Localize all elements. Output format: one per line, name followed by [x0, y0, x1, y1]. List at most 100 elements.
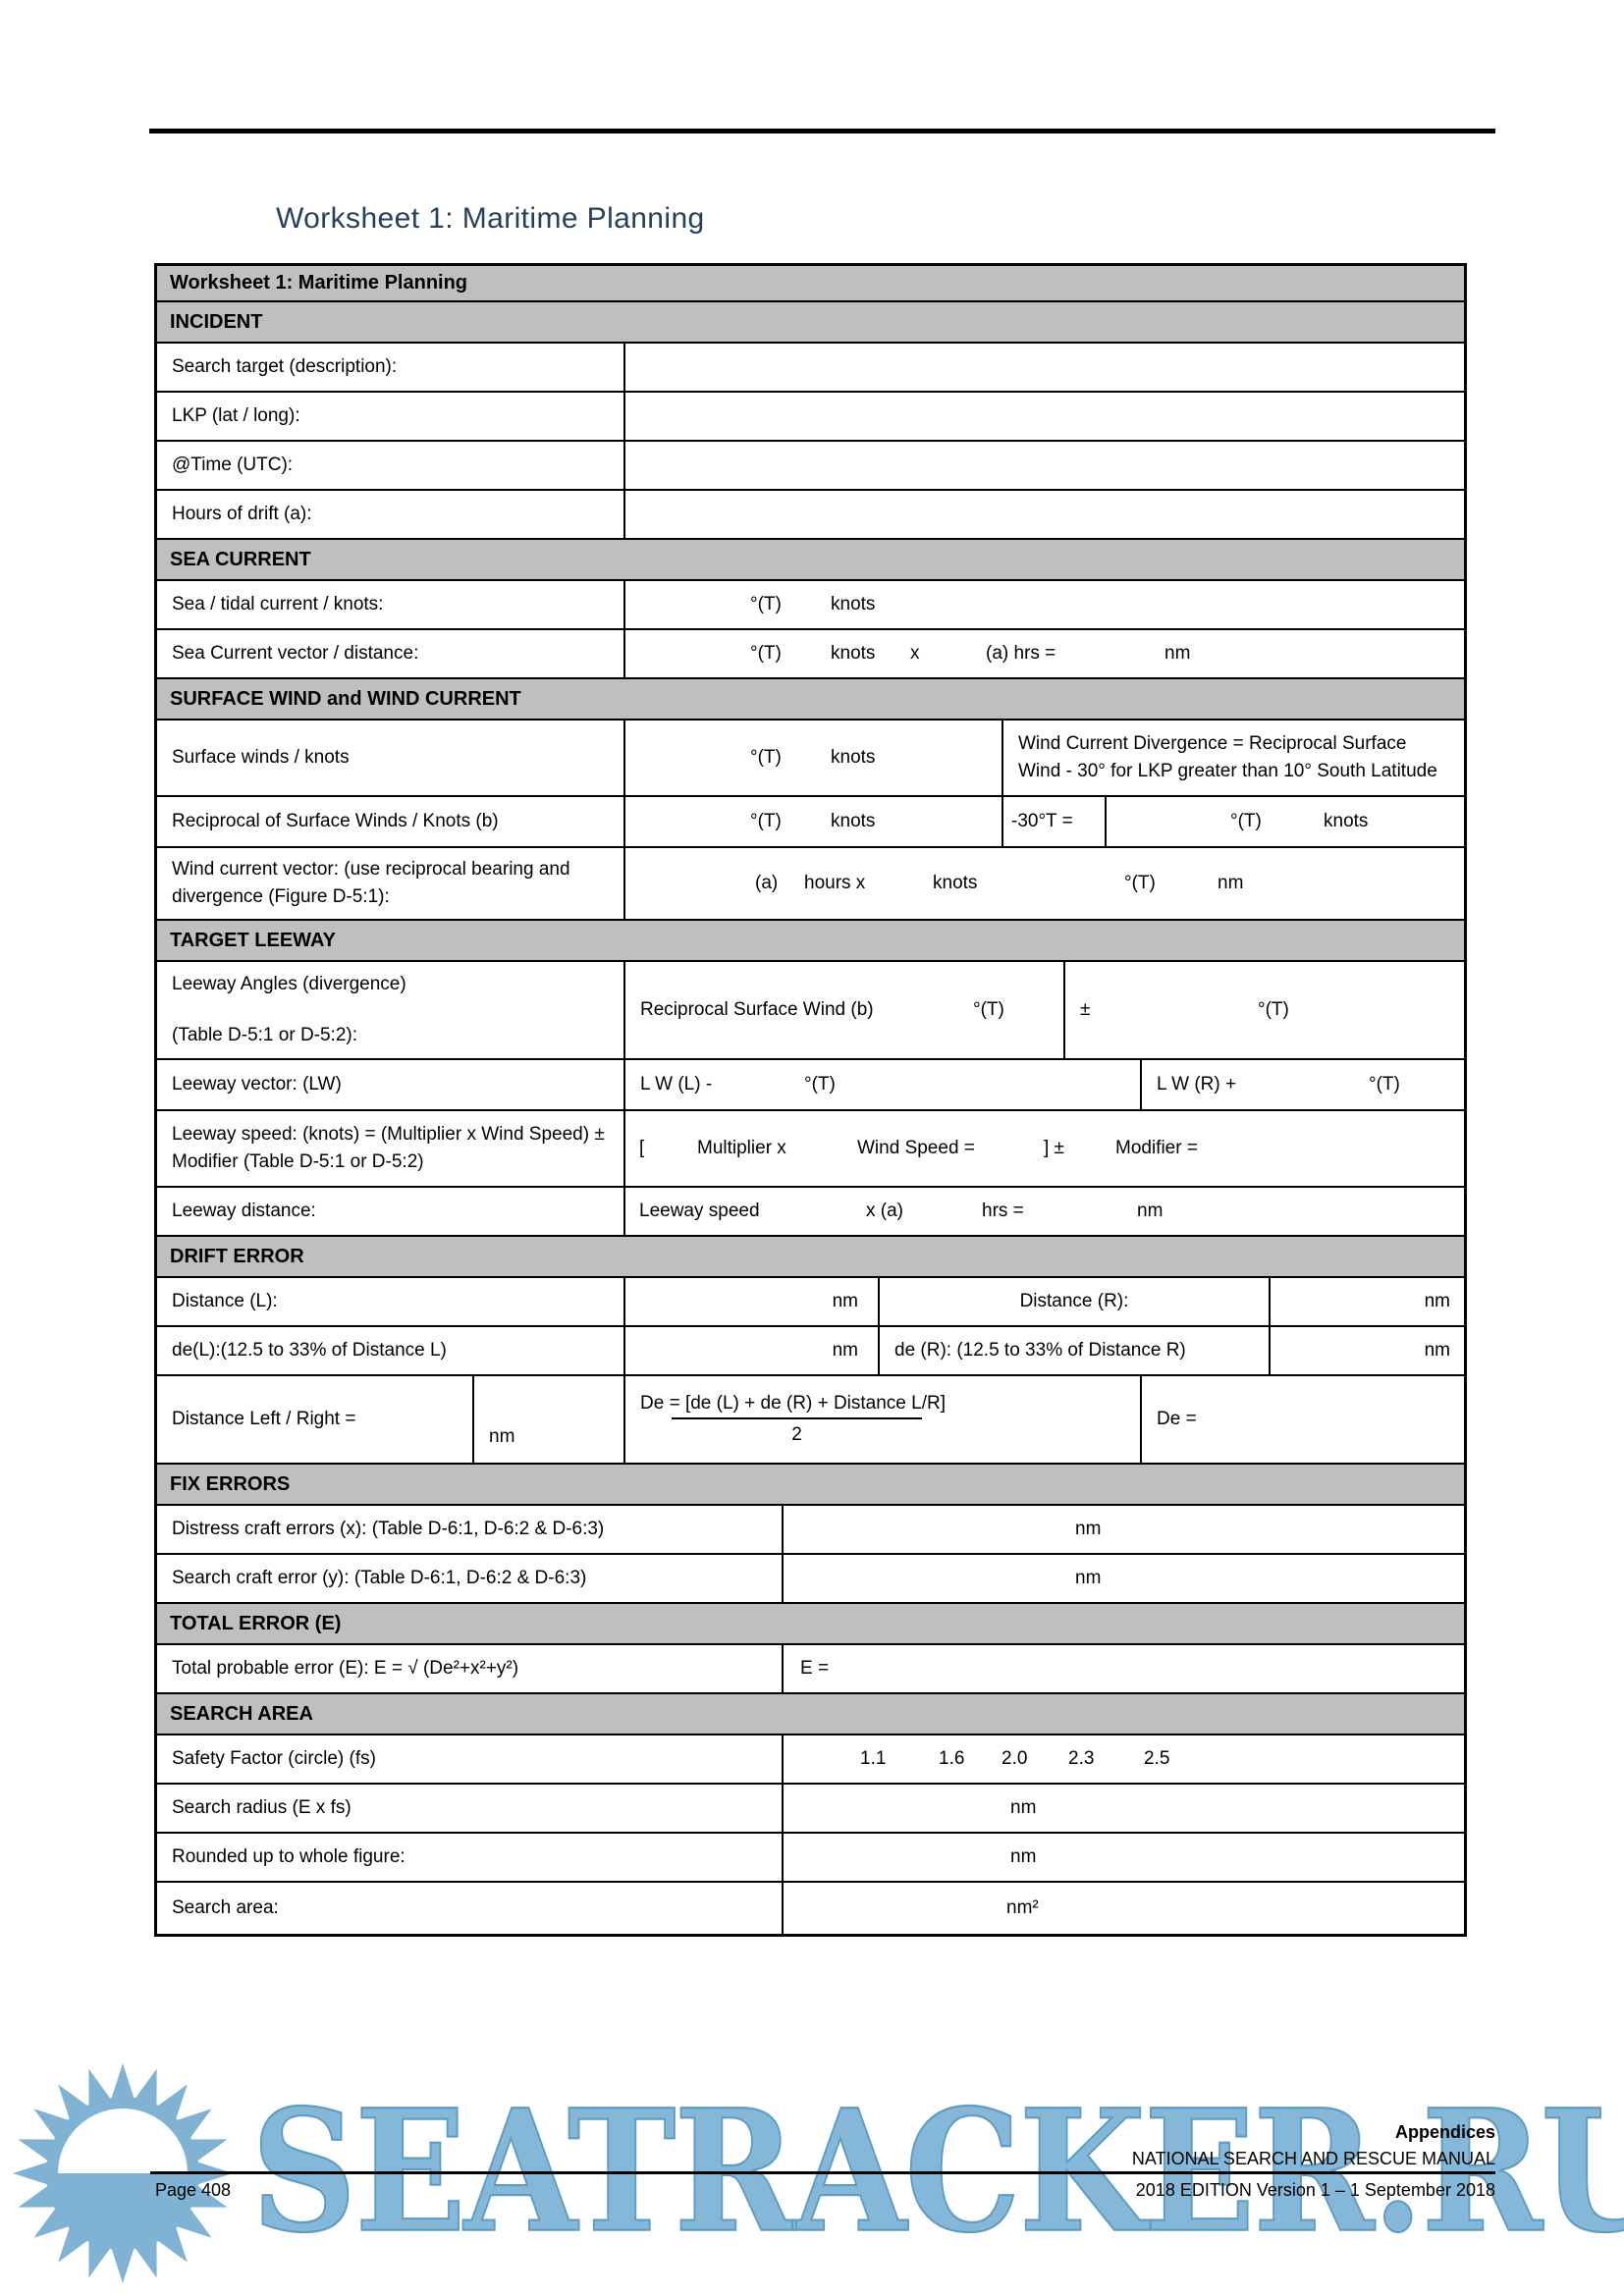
section-search-area-title: SEARCH AREA	[170, 1702, 313, 1725]
leeway-vector-label: Leeway vector: (LW)	[157, 1060, 625, 1109]
deg-true-unit: °(T)	[1230, 811, 1262, 832]
leeway-vector-left-cell: L W (L) - °(T)	[625, 1060, 1142, 1109]
nm-unit: nm	[1164, 643, 1191, 665]
total-error-value-cell: E =	[800, 1658, 830, 1680]
de-l-label: de(L):(12.5 to 33% of Distance L)	[157, 1327, 625, 1374]
reciprocal-winds-label: Reciprocal of Surface Winds / Knots (b)	[157, 797, 625, 846]
row-safety-factor: Safety Factor (circle) (fs) 1.1 1.6 2.0 …	[157, 1735, 1464, 1785]
safety-factor-label: Safety Factor (circle) (fs)	[157, 1735, 784, 1783]
sea-current-vector-value-cell: °(T) knots x (a) hrs = nm	[625, 630, 1464, 677]
deg-true-unit: °(T)	[1258, 999, 1289, 1021]
row-leeway-angles: Leeway Angles (divergence) (Table D-5:1 …	[157, 962, 1464, 1060]
nm-unit: nm	[1075, 1568, 1102, 1589]
wind-speed-label: Wind Speed =	[857, 1138, 975, 1159]
search-area-label: Search area:	[157, 1883, 784, 1934]
safety-factor-5: 2.5	[1144, 1748, 1170, 1770]
hrs-eq-token: hrs =	[982, 1201, 1024, 1222]
header-rule	[149, 129, 1495, 133]
row-distress-craft-errors: Distress craft errors (x): (Table D-6:1,…	[157, 1506, 1464, 1555]
section-search-area: SEARCH AREA	[157, 1694, 1464, 1735]
row-search-radius: Search radius (E x fs) nm	[157, 1785, 1464, 1834]
search-craft-error-label: Search craft error (y): (Table D-6:1, D-…	[157, 1555, 784, 1602]
reciprocal-surface-wind-label: Reciprocal Surface Wind (b)	[640, 999, 874, 1021]
deg-true-unit: °(T)	[750, 811, 782, 832]
total-probable-error-label: Total probable error (E): E = √ (De²+x²+…	[157, 1645, 784, 1692]
knots-unit: knots	[831, 643, 876, 665]
row-search-target: Search target (description):	[157, 344, 1464, 393]
lkp-label: LKP (lat / long):	[157, 393, 625, 440]
footer-page-number: Page 408	[155, 2180, 232, 2200]
de-l-value-cell: nm	[625, 1327, 880, 1374]
row-leeway-distance: Leeway distance: Leeway speed x (a) hrs …	[157, 1188, 1464, 1237]
de-fraction-cell: De = [de (L) + de (R) + Distance L/R] 2	[625, 1376, 1142, 1463]
row-search-area-value: Search area: nm²	[157, 1883, 1464, 1934]
multiply-sign: x	[910, 643, 920, 665]
sea-current-vector-label: Sea Current vector / distance:	[157, 630, 625, 677]
search-target-label: Search target (description):	[157, 344, 625, 391]
row-rounded-up: Rounded up to whole figure: nm	[157, 1834, 1464, 1883]
search-radius-label: Search radius (E x fs)	[157, 1785, 784, 1832]
knots-unit: knots	[1324, 811, 1369, 832]
leeway-angles-plusminus-cell: ± °(T)	[1065, 962, 1464, 1058]
section-sea-current-title: SEA CURRENT	[170, 548, 311, 570]
safety-factor-1: 1.1	[860, 1748, 887, 1770]
leeway-angles-label: Leeway Angles (divergence) (Table D-5:1 …	[157, 962, 625, 1058]
footer-appendices: Appendices	[1394, 2122, 1495, 2142]
distance-l-label: Distance (L):	[157, 1278, 625, 1325]
knots-unit: knots	[831, 811, 876, 832]
row-tidal-current: Sea / tidal current / knots: °(T) knots	[157, 581, 1464, 630]
search-area-value-cell: nm²	[784, 1883, 1464, 1934]
sun-logo-icon	[13, 2063, 233, 2283]
hours-x-token: hours x	[804, 873, 866, 894]
row-lkp: LKP (lat / long):	[157, 393, 1464, 442]
de-fraction-numerator: De = [de (L) + de (R) + Distance L/R]	[640, 1393, 946, 1415]
row-time-utc: @Time (UTC):	[157, 442, 1464, 491]
distance-l-value-cell: nm	[625, 1278, 880, 1325]
row-wind-current-vector: Wind current vector: (use reciprocal bea…	[157, 848, 1464, 921]
nm-unit: nm	[1218, 873, 1244, 894]
nm-unit: nm	[1010, 1797, 1037, 1819]
hours-drift-value-cell	[625, 491, 1464, 538]
wind-current-vector-value-cell: (a) hours x knots °(T) nm	[625, 848, 1464, 919]
row-sea-current-vector: Sea Current vector / distance: °(T) knot…	[157, 630, 1464, 679]
wind-current-vector-label: Wind current vector: (use reciprocal bea…	[157, 848, 625, 919]
row-leeway-speed: Leeway speed: (knots) = (Multiplier x Wi…	[157, 1111, 1464, 1188]
section-surface-wind-title: SURFACE WIND and WIND CURRENT	[170, 687, 521, 710]
section-drift-error: DRIFT ERROR	[157, 1237, 1464, 1278]
row-hours-drift: Hours of drift (a):	[157, 491, 1464, 540]
leeway-angles-line1: Leeway Angles (divergence)	[172, 974, 406, 995]
nm-unit: nm	[1075, 1519, 1102, 1540]
nm-squared-unit: nm²	[1006, 1897, 1039, 1919]
deg-true-unit: °(T)	[750, 643, 782, 665]
reciprocal-winds-result-cell: °(T) knots	[1107, 797, 1464, 846]
divergence-note: Wind Current Divergence = Reciprocal Sur…	[1018, 733, 1437, 781]
footer-edition: 2018 EDITION Version 1 – 1 September 201…	[1135, 2180, 1495, 2200]
deg-true-unit: °(T)	[1369, 1074, 1400, 1095]
table-title-row: Worksheet 1: Maritime Planning	[157, 266, 1464, 302]
section-drift-error-title: DRIFT ERROR	[170, 1245, 304, 1267]
rounded-up-value-cell: nm	[784, 1834, 1464, 1881]
leeway-angles-recip-cell: Reciprocal Surface Wind (b) °(T)	[625, 962, 1065, 1058]
safety-factor-3: 2.0	[1001, 1748, 1028, 1770]
search-craft-error-value-cell: nm	[784, 1555, 1464, 1602]
nm-unit: nm	[1137, 1201, 1164, 1222]
knots-unit: knots	[831, 594, 876, 615]
row-search-craft-error: Search craft error (y): (Table D-6:1, D-…	[157, 1555, 1464, 1604]
row-reciprocal-winds: Reciprocal of Surface Winds / Knots (b) …	[157, 797, 1464, 848]
de-r-label: de (R): (12.5 to 33% of Distance R)	[880, 1327, 1271, 1374]
plus-minus-sign: ±	[1080, 999, 1091, 1021]
section-total-error: TOTAL ERROR (E)	[157, 1604, 1464, 1645]
a-token: (a)	[755, 873, 779, 894]
row-surface-winds: Surface winds / knots °(T) knots Wind Cu…	[157, 721, 1464, 797]
lkp-value-cell	[625, 393, 1464, 440]
lw-right-label: L W (R) +	[1157, 1074, 1237, 1095]
de-fraction-denominator: 2	[672, 1417, 922, 1449]
distress-craft-errors-value-cell: nm	[784, 1506, 1464, 1553]
deg-true-unit: °(T)	[750, 747, 782, 769]
knots-unit: knots	[933, 873, 978, 894]
section-incident-title: INCIDENT	[170, 310, 263, 333]
deg-true-unit: °(T)	[804, 1074, 836, 1095]
leeway-vector-right-cell: L W (R) + °(T)	[1142, 1060, 1464, 1109]
time-utc-label: @Time (UTC):	[157, 442, 625, 489]
